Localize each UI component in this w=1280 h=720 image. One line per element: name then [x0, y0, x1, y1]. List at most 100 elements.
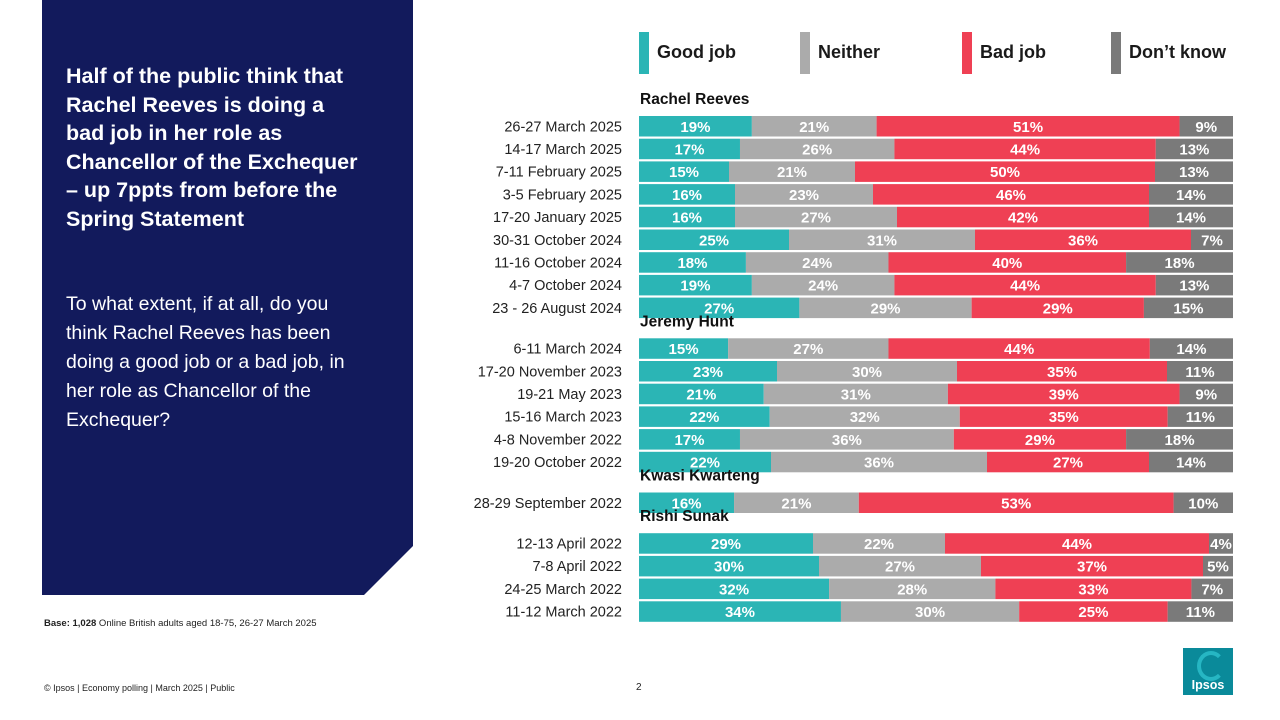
bar-segment-good: [639, 161, 729, 182]
bar-segment-bad: [888, 252, 1127, 273]
data-label-bad: 35%: [1049, 409, 1079, 426]
data-label-bad: 25%: [1078, 604, 1108, 621]
title-panel: [42, 0, 413, 595]
legend-swatch-dont-know: [1111, 32, 1121, 74]
bar-segment-good: [639, 138, 740, 160]
survey-question: To what extent, if at all, do you think …: [66, 293, 345, 431]
row-date-label: 23 - 26 August 2024: [492, 301, 622, 317]
data-label-good: 18%: [677, 255, 707, 272]
bar-segment-neither: [739, 138, 895, 160]
legend-label-bad: Bad job: [980, 42, 1046, 62]
data-label-good: 16%: [672, 187, 702, 204]
data-label-neither: 24%: [808, 278, 838, 295]
row-date-label: 12-13 April 2022: [516, 536, 622, 552]
bar-segment-good: [639, 297, 800, 319]
data-label-bad: 42%: [1008, 210, 1038, 227]
bar-segment-dont-know: [1149, 338, 1233, 359]
bar-segment-neither: [840, 601, 1020, 622]
data-label-neither: 36%: [864, 455, 894, 472]
bar-segment-bad: [888, 338, 1150, 359]
row-date-label: 3-5 February 2025: [503, 187, 622, 203]
data-label-good: 32%: [719, 581, 749, 598]
bar-segment-bad: [957, 361, 1167, 382]
bar-row: 11-16 October 2024 18% 24% 40% 18%: [494, 252, 1233, 273]
data-label-neither: 29%: [870, 300, 900, 317]
data-label-bad: 50%: [990, 164, 1020, 181]
data-label-good: 25%: [699, 232, 729, 249]
bar-segment-dont-know: [1149, 451, 1233, 473]
group-label: Rishi Sunak: [640, 508, 729, 525]
headline: Half of the public think that Rachel Ree…: [66, 64, 358, 231]
row-date-label: 7-11 February 2025: [496, 165, 622, 181]
data-label-neither: 22%: [864, 536, 894, 553]
legend-swatch-neither: [800, 32, 810, 74]
data-label-bad: 39%: [1049, 386, 1079, 403]
bar-segment-bad: [959, 406, 1168, 427]
data-label-neither: 30%: [915, 604, 945, 621]
data-label-good: 30%: [714, 559, 744, 576]
data-label-dont-know: 18%: [1165, 255, 1195, 272]
bar-segment-dont-know: [1191, 229, 1233, 250]
bar-segment-bad: [995, 578, 1192, 600]
base-text: Online British adults aged 18-75, 26-27 …: [96, 618, 317, 629]
data-label-dont-know: 9%: [1195, 386, 1217, 403]
bar-segment-neither: [728, 338, 889, 359]
bar-segment-bad: [971, 297, 1144, 319]
data-label-bad: 44%: [1062, 536, 1092, 553]
row-date-label: 19-20 October 2022: [493, 455, 622, 471]
bar-segment-bad: [894, 138, 1156, 160]
bar-segment-neither: [799, 297, 972, 319]
row-date-label: 11-12 March 2022: [505, 605, 622, 621]
bar-row: 4-7 October 2024 19% 24% 44% 13%: [509, 274, 1233, 296]
bar-segment-neither: [729, 161, 855, 182]
bar-segment-dont-know: [1155, 161, 1233, 182]
legend-label-neither: Neither: [818, 42, 881, 62]
bar-segment-good: [639, 555, 819, 577]
bar-segment-bad: [858, 492, 1174, 513]
row-date-label: 19-21 May 2023: [517, 387, 622, 403]
row-date-label: 24-25 March 2022: [504, 582, 622, 598]
data-label-neither: 36%: [832, 432, 862, 449]
bar-segment-bad: [981, 555, 1203, 577]
bar-segment-bad: [947, 383, 1180, 405]
row-date-label: 26-27 March 2025: [504, 119, 622, 135]
data-label-bad: 29%: [1043, 300, 1073, 317]
data-label-good: 19%: [680, 278, 710, 295]
bar-segment-dont-know: [1143, 297, 1233, 319]
bar-row: 4-8 November 2022 17% 36% 29% 18%: [494, 429, 1233, 450]
data-label-dont-know: 18%: [1165, 432, 1195, 449]
bar-segment-neither: [813, 533, 945, 554]
bar-segment-dont-know: [1173, 492, 1233, 513]
bar-segment-good: [639, 429, 740, 450]
base-note: Base: 1,028 Online British adults aged 1…: [44, 618, 317, 629]
bar-segment-bad: [873, 184, 1149, 205]
bar-segment-bad: [1019, 601, 1168, 622]
bar-segment-dont-know: [1209, 533, 1233, 554]
data-label-dont-know: 14%: [1176, 455, 1206, 472]
legend-label-good: Good job: [657, 42, 736, 62]
bar-segment-good: [639, 252, 746, 273]
group-label: Rachel Reeves: [640, 91, 749, 108]
group-label: Jeremy Hunt: [640, 313, 734, 330]
data-label-dont-know: 13%: [1179, 141, 1209, 158]
bar-segment-bad: [897, 206, 1149, 228]
data-label-dont-know: 15%: [1173, 300, 1203, 317]
data-label-neither: 32%: [850, 409, 880, 426]
row-date-label: 28-29 September 2022: [474, 496, 622, 512]
data-label-good: 16%: [672, 210, 702, 227]
bar-segment-dont-know: [1126, 252, 1233, 273]
row-date-label: 4-7 October 2024: [509, 278, 622, 294]
base-label: Base: 1,028: [44, 618, 97, 629]
data-label-dont-know: 7%: [1201, 581, 1223, 598]
row-date-label: 14-17 March 2025: [504, 142, 622, 158]
data-label-neither: 30%: [852, 364, 882, 381]
bar-segment-good: [639, 533, 813, 554]
bar-row: 7-8 April 2022 30% 27% 37% 5%: [533, 555, 1233, 577]
bar-segment-bad: [953, 429, 1127, 450]
data-label-dont-know: 11%: [1185, 364, 1214, 381]
bar-segment-neither: [819, 555, 981, 577]
data-label-bad: 51%: [1013, 119, 1043, 136]
bar-segment-neither: [829, 578, 996, 600]
data-label-neither: 27%: [885, 559, 915, 576]
bar-segment-neither: [735, 184, 873, 205]
